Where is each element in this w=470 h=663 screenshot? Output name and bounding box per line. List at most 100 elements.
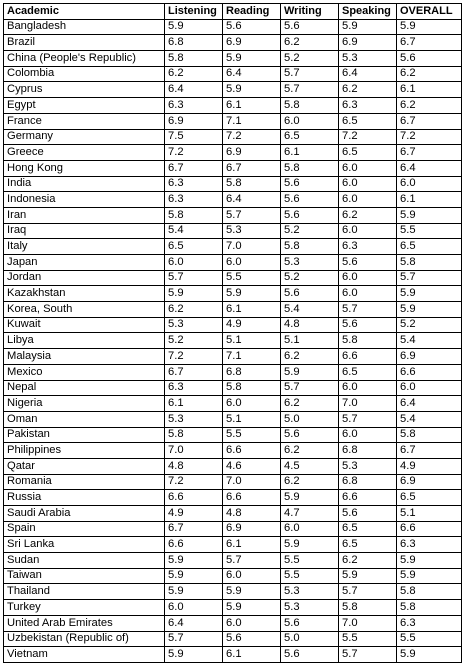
country-cell: Taiwan [3, 567, 165, 585]
header-writing: Writing [280, 3, 339, 20]
country-cell: Colombia [3, 65, 165, 83]
speaking-cell: 6.0 [338, 269, 397, 287]
overall-cell: 5.9 [396, 552, 462, 569]
country-cell: Jordan [3, 269, 165, 287]
speaking-cell: 6.0 [338, 175, 397, 193]
listening-cell: 4.9 [164, 505, 223, 522]
country-cell: United Arab Emirates [3, 614, 165, 632]
overall-cell: 5.9 [396, 567, 462, 585]
writing-cell: 5.6 [280, 426, 339, 444]
country-cell: China (People's Republic) [3, 50, 165, 67]
listening-cell: 6.6 [164, 536, 223, 554]
reading-cell: 7.0 [222, 238, 281, 255]
reading-cell: 6.0 [222, 395, 281, 412]
reading-cell: 6.1 [222, 536, 281, 554]
reading-cell: 5.1 [222, 332, 281, 350]
overall-cell: 6.4 [396, 159, 462, 177]
speaking-cell: 5.9 [338, 18, 397, 36]
table-row: Jordan 5.7 5.5 5.2 6.0 5.7 [3, 269, 462, 287]
speaking-cell: 5.6 [338, 505, 397, 522]
listening-cell: 6.7 [164, 159, 223, 177]
overall-cell: 5.9 [396, 18, 462, 36]
overall-cell: 5.9 [396, 285, 462, 303]
writing-cell: 6.1 [280, 144, 339, 161]
country-cell: Bangladesh [3, 18, 165, 36]
overall-cell: 5.2 [396, 316, 462, 334]
writing-cell: 5.6 [280, 191, 339, 208]
table-row: Cyprus 6.4 5.9 5.7 6.2 6.1 [3, 81, 462, 99]
speaking-cell: 6.9 [338, 34, 397, 52]
listening-cell: 6.8 [164, 34, 223, 52]
speaking-cell: 6.2 [338, 552, 397, 569]
writing-cell: 6.2 [280, 34, 339, 52]
reading-cell: 6.9 [222, 520, 281, 538]
writing-cell: 5.7 [280, 379, 339, 397]
listening-cell: 5.9 [164, 583, 223, 601]
listening-cell: 6.0 [164, 599, 223, 616]
country-cell: Nigeria [3, 395, 165, 412]
reading-cell: 6.7 [222, 159, 281, 177]
reading-cell: 6.6 [222, 489, 281, 506]
country-cell: Thailand [3, 583, 165, 601]
speaking-cell: 6.0 [338, 159, 397, 177]
overall-cell: 6.1 [396, 191, 462, 208]
country-cell: Libya [3, 332, 165, 350]
header-academic: Academic [3, 3, 165, 20]
country-cell: Kuwait [3, 316, 165, 334]
listening-cell: 6.3 [164, 175, 223, 193]
writing-cell: 5.3 [280, 583, 339, 601]
country-cell: Sudan [3, 552, 165, 569]
speaking-cell: 6.3 [338, 97, 397, 114]
listening-cell: 6.7 [164, 363, 223, 381]
country-cell: Malaysia [3, 348, 165, 365]
table-row: Sri Lanka 6.6 6.1 5.9 6.5 6.3 [3, 536, 462, 554]
overall-cell: 5.8 [396, 426, 462, 444]
writing-cell: 5.5 [280, 567, 339, 585]
speaking-cell: 6.5 [338, 520, 397, 538]
reading-cell: 7.1 [222, 112, 281, 130]
table-row: Malaysia 7.2 7.1 6.2 6.6 6.9 [3, 348, 462, 365]
table-row: Qatar 4.8 4.6 4.5 5.3 4.9 [3, 457, 462, 475]
country-cell: Pakistan [3, 426, 165, 444]
speaking-cell: 6.0 [338, 426, 397, 444]
table-row: Oman 5.3 5.1 5.0 5.7 5.4 [3, 410, 462, 428]
reading-cell: 5.9 [222, 285, 281, 303]
country-cell: Brazil [3, 34, 165, 52]
listening-cell: 5.8 [164, 206, 223, 224]
speaking-cell: 6.6 [338, 348, 397, 365]
writing-cell: 6.2 [280, 473, 339, 491]
writing-cell: 5.3 [280, 254, 339, 271]
table-row: Kazakhstan 5.9 5.9 5.6 6.0 5.9 [3, 285, 462, 303]
table-row: Saudi Arabia 4.9 4.8 4.7 5.6 5.1 [3, 505, 462, 522]
writing-cell: 5.0 [280, 630, 339, 648]
table-row: Iraq 5.4 5.3 5.2 6.0 5.5 [3, 222, 462, 240]
overall-cell: 5.4 [396, 332, 462, 350]
speaking-cell: 6.0 [338, 379, 397, 397]
speaking-cell: 6.5 [338, 363, 397, 381]
writing-cell: 6.0 [280, 520, 339, 538]
reading-cell: 6.6 [222, 442, 281, 459]
overall-cell: 5.7 [396, 269, 462, 287]
country-cell: Spain [3, 520, 165, 538]
listening-cell: 6.2 [164, 301, 223, 318]
listening-cell: 5.9 [164, 646, 223, 663]
country-cell: Indonesia [3, 191, 165, 208]
writing-cell: 5.1 [280, 332, 339, 350]
listening-cell: 5.8 [164, 50, 223, 67]
overall-cell: 6.1 [396, 81, 462, 99]
overall-cell: 5.5 [396, 222, 462, 240]
listening-cell: 6.5 [164, 238, 223, 255]
reading-cell: 5.9 [222, 81, 281, 99]
listening-cell: 6.3 [164, 191, 223, 208]
scores-table: Academic Listening Reading Writing Speak… [3, 3, 462, 663]
writing-cell: 6.2 [280, 395, 339, 412]
speaking-cell: 5.6 [338, 316, 397, 334]
listening-cell: 5.3 [164, 410, 223, 428]
speaking-cell: 5.5 [338, 630, 397, 648]
speaking-cell: 5.6 [338, 254, 397, 271]
reading-cell: 5.8 [222, 379, 281, 397]
country-cell: Egypt [3, 97, 165, 114]
overall-cell: 5.8 [396, 254, 462, 271]
table-row: France 6.9 7.1 6.0 6.5 6.7 [3, 112, 462, 130]
writing-cell: 6.5 [280, 128, 339, 146]
